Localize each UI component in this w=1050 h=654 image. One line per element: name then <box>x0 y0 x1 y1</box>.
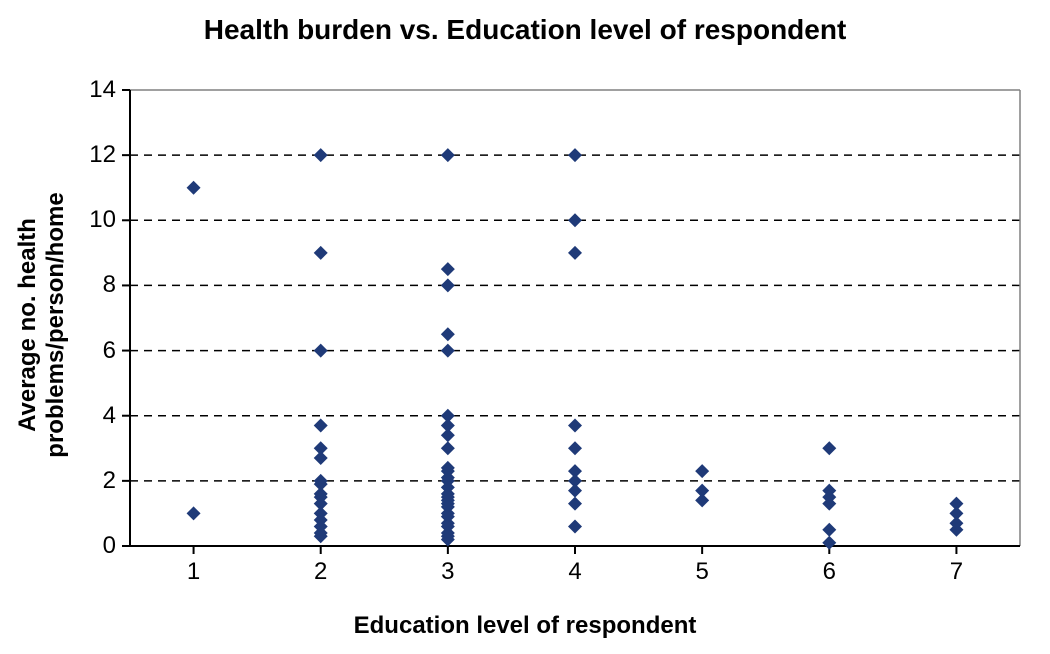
x-tick-label: 4 <box>568 558 581 586</box>
y-tick-label: 8 <box>103 271 116 299</box>
chart-container: Health burden vs. Education level of res… <box>0 0 1050 654</box>
x-tick-label: 5 <box>695 558 708 586</box>
y-tick-label: 0 <box>103 532 116 560</box>
x-tick-label: 6 <box>823 558 836 586</box>
chart-title: Health burden vs. Education level of res… <box>0 14 1050 46</box>
x-tick-label: 3 <box>441 558 454 586</box>
y-axis-label: Average no. health problems/person/home <box>14 192 70 457</box>
x-axis-label: Education level of respondent <box>0 612 1050 640</box>
y-tick-label: 12 <box>89 141 116 169</box>
x-tick-label: 2 <box>314 558 327 586</box>
x-tick-label: 1 <box>187 558 200 586</box>
y-tick-label: 2 <box>103 467 116 495</box>
y-tick-label: 6 <box>103 337 116 365</box>
x-tick-label: 7 <box>950 558 963 586</box>
y-tick-label: 4 <box>103 402 116 430</box>
y-tick-label: 10 <box>89 206 116 234</box>
y-tick-label: 14 <box>89 76 116 104</box>
scatter-plot <box>130 90 1020 546</box>
